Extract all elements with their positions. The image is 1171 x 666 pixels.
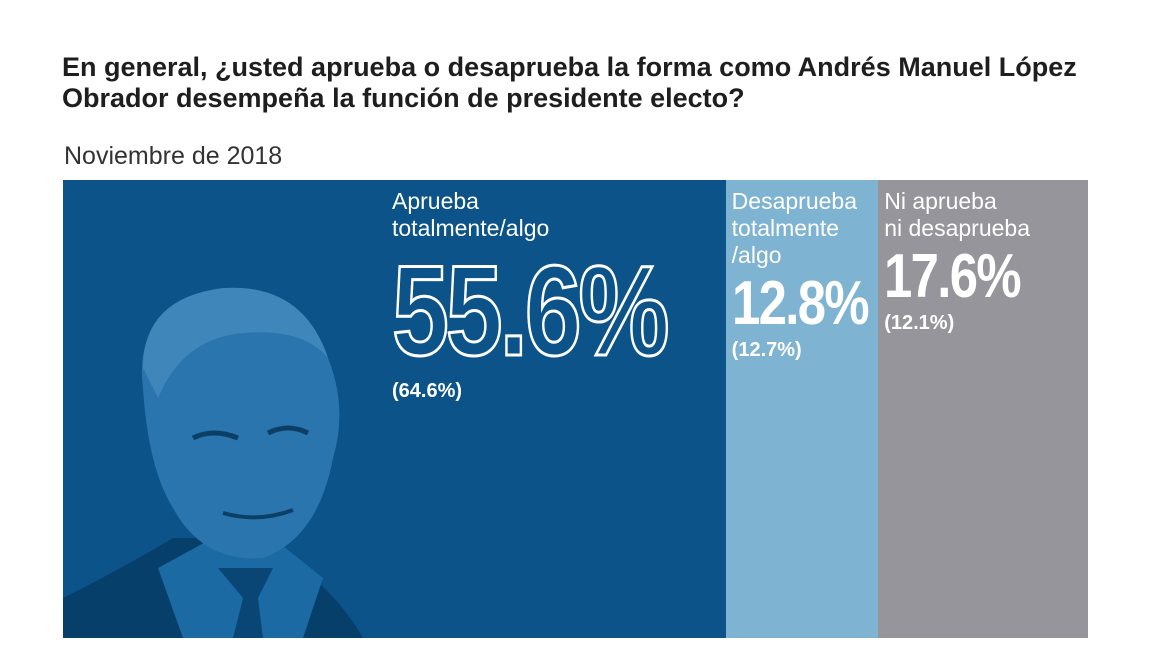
chart-subtitle: Noviembre de 2018 (64, 142, 283, 170)
segment-text: Desaprueba totalmente /algo 12.8% (12.7%) (732, 188, 877, 362)
bar-segment: Desaprueba totalmente /algo 12.8% (12.7%) (725, 180, 879, 638)
category-label: Aprueba totalmente/algo (392, 188, 550, 241)
bar-segment: Aprueba totalmente/algo 55.6% (64.6%) (63, 180, 726, 638)
category-label: Ni aprueba ni desaprueba (884, 188, 1031, 241)
previous-value-label: (12.7%) (731, 339, 802, 361)
previous-value-label: (64.6%) (392, 380, 463, 402)
value-label: 12.8% (731, 269, 870, 338)
bar: Aprueba totalmente/algo 55.6% (64.6%) Desap… (63, 180, 1088, 638)
previous-value-label: (12.1%) (884, 312, 955, 334)
chart-title: En general, ¿usted aprueba o desaprueba … (62, 52, 1077, 113)
value-label: 17.6% (884, 242, 1022, 311)
portrait-illustration (63, 287, 363, 638)
value-label: 55.6% (391, 240, 671, 383)
segment-text: Ni aprueba ni desaprueba 17.6% (12.1%) (884, 188, 1086, 335)
bar-segment: Ni aprueba ni desaprueba 17.6% (12.1%) (878, 180, 1088, 638)
category-label: Desaprueba totalmente /algo (731, 188, 857, 268)
segment-text: Aprueba totalmente/algo 55.6% (64.6%) (391, 188, 724, 403)
